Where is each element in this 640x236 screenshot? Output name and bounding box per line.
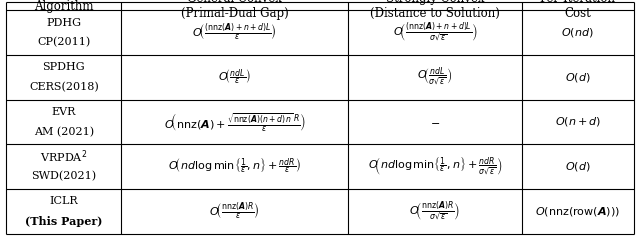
Text: $O\!\left(\frac{(\mathrm{nnz}(\boldsymbol{A})+n+d)L}{\epsilon}\right)$: $O\!\left(\frac{(\mathrm{nnz}(\boldsymbo…	[193, 22, 277, 43]
Text: $O\!\left(nd\log\min\left\{\frac{1}{\epsilon},n\right\}+\frac{ndR}{\epsilon}\rig: $O\!\left(nd\log\min\left\{\frac{1}{\eps…	[168, 157, 301, 176]
Text: $O(d)$: $O(d)$	[565, 71, 591, 84]
Text: $O(d)$: $O(d)$	[565, 160, 591, 173]
Text: $O\!\left(\frac{ndL}{\epsilon}\right)$: $O\!\left(\frac{ndL}{\epsilon}\right)$	[218, 67, 251, 87]
Text: $O\!\left(\frac{\mathrm{nnz}(\boldsymbol{A})R}{\epsilon}\right)$: $O\!\left(\frac{\mathrm{nnz}(\boldsymbol…	[209, 201, 260, 222]
Text: (This Paper): (This Paper)	[25, 216, 102, 227]
Text: CP(2011): CP(2011)	[37, 37, 90, 47]
Text: $O(nd)$: $O(nd)$	[561, 26, 594, 39]
Text: Algorithm: Algorithm	[34, 0, 93, 13]
Text: Strongly Convex
(Distance to Solution): Strongly Convex (Distance to Solution)	[370, 0, 500, 20]
Text: AM (2021): AM (2021)	[34, 126, 94, 137]
Text: SPDHG: SPDHG	[42, 62, 85, 72]
Text: PDHG: PDHG	[46, 18, 81, 28]
Text: $O\!\left(\frac{ndL}{\sigma\sqrt{\epsilon}}\right)$: $O\!\left(\frac{ndL}{\sigma\sqrt{\epsilo…	[417, 66, 452, 88]
Text: $O\!\left(\frac{\mathrm{nnz}(\boldsymbol{A})R}{\sigma\sqrt{\epsilon}}\right)$: $O\!\left(\frac{\mathrm{nnz}(\boldsymbol…	[410, 199, 461, 223]
Text: $O\!\left(\frac{(\mathrm{nnz}(\boldsymbol{A})+n+d)L}{\sigma\sqrt{\epsilon}}\righ: $O\!\left(\frac{(\mathrm{nnz}(\boldsymbo…	[392, 21, 477, 44]
Text: ICLR: ICLR	[49, 196, 78, 206]
Text: General Convex
(Primal-Dual Gap): General Convex (Primal-Dual Gap)	[181, 0, 289, 20]
Text: $-$: $-$	[430, 117, 440, 127]
Text: VRPDA$^2$: VRPDA$^2$	[40, 148, 88, 165]
Text: EVR: EVR	[52, 107, 76, 117]
Text: $O\!\left(nd\log\min\left\{\frac{1}{\epsilon},n\right\}+\frac{ndR}{\sigma\sqrt{\: $O\!\left(nd\log\min\left\{\frac{1}{\eps…	[368, 156, 502, 177]
Text: Per-Iteration
Cost: Per-Iteration Cost	[540, 0, 616, 20]
Text: CERS(2018): CERS(2018)	[29, 82, 99, 92]
Text: $O(n+d)$: $O(n+d)$	[555, 115, 601, 128]
Text: $O\!\left(\mathrm{nnz}(\boldsymbol{A})+\frac{\sqrt{\mathrm{nnz}(\boldsymbol{A})(: $O\!\left(\mathrm{nnz}(\boldsymbol{A})+\…	[164, 111, 306, 133]
Text: SWD(2021): SWD(2021)	[31, 171, 97, 181]
Text: $O(\mathrm{nnz}(\mathrm{row}(\boldsymbol{A})))$: $O(\mathrm{nnz}(\mathrm{row}(\boldsymbol…	[535, 205, 620, 218]
